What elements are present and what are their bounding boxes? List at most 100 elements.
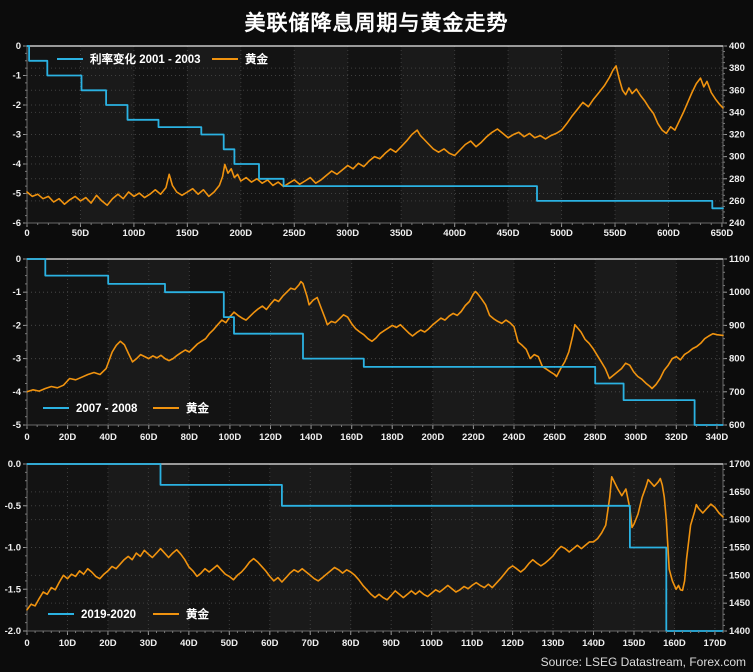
svg-text:-0.5: -0.5 — [5, 501, 22, 512]
legend-label-gold: 黄金 — [186, 607, 209, 621]
svg-text:120D: 120D — [259, 432, 282, 443]
svg-text:40D: 40D — [180, 638, 198, 649]
svg-text:10D: 10D — [59, 638, 77, 649]
svg-text:280: 280 — [729, 174, 745, 185]
svg-text:140D: 140D — [582, 638, 605, 649]
svg-text:80D: 80D — [181, 432, 199, 443]
svg-text:550D: 550D — [604, 228, 627, 239]
svg-text:160D: 160D — [663, 638, 686, 649]
svg-text:260: 260 — [729, 196, 745, 207]
legend-label-gold: 黄金 — [186, 401, 209, 415]
svg-text:360: 360 — [729, 85, 745, 96]
svg-text:-3: -3 — [13, 130, 21, 141]
svg-text:0: 0 — [24, 638, 29, 649]
svg-text:60D: 60D — [140, 432, 158, 443]
svg-text:300: 300 — [729, 152, 745, 163]
gold-price-line — [26, 280, 724, 393]
svg-text:400: 400 — [729, 41, 745, 52]
chart-svg-2001-2003: 0 50D 100D 150D 200D 250D 300D 350D 400D 450D 500D… — [13, 41, 745, 239]
svg-text:100D: 100D — [420, 638, 443, 649]
svg-text:400D: 400D — [443, 228, 466, 239]
svg-text:-5: -5 — [13, 420, 22, 431]
chart-panel-2019-2020: 0 10D 20D 30D 40D 50D 60D 70D 80D 90D 100D 110D 120D… — [0, 451, 753, 651]
axis-labels: 0 20D 40D 60D 80D 100D 120D 140D 160D 180D 200D 220… — [13, 254, 751, 443]
svg-text:-2.0: -2.0 — [5, 626, 21, 637]
svg-text:320: 320 — [729, 130, 745, 141]
svg-text:1400: 1400 — [729, 626, 750, 637]
svg-text:0: 0 — [16, 41, 21, 52]
svg-text:-4: -4 — [13, 159, 22, 170]
legend-label-rate: 利率变化 2001 - 2003 — [89, 52, 201, 66]
chart-svg-2019-2020: 0 10D 20D 30D 40D 50D 60D 70D 80D 90D 100D 110D 120D… — [5, 459, 751, 649]
svg-text:320D: 320D — [665, 432, 688, 443]
svg-text:240D: 240D — [503, 432, 526, 443]
gridlines — [27, 259, 723, 425]
svg-text:70D: 70D — [302, 638, 320, 649]
svg-text:1450: 1450 — [729, 598, 750, 609]
svg-text:150D: 150D — [176, 228, 199, 239]
svg-text:170D: 170D — [704, 638, 727, 649]
svg-text:800: 800 — [729, 354, 745, 365]
gridlines — [27, 464, 723, 631]
svg-text:350D: 350D — [390, 228, 413, 239]
svg-text:180D: 180D — [381, 432, 404, 443]
svg-text:-1.5: -1.5 — [5, 584, 22, 595]
svg-text:1500: 1500 — [729, 570, 750, 581]
svg-text:700: 700 — [729, 387, 745, 398]
legend: 利率变化 2001 - 2003 黄金 — [57, 52, 268, 66]
gold-price-line — [26, 65, 724, 207]
svg-text:220D: 220D — [462, 432, 485, 443]
legend: 2019-2020 黄金 — [48, 607, 209, 621]
svg-text:280D: 280D — [584, 432, 607, 443]
svg-text:160D: 160D — [340, 432, 363, 443]
svg-text:0: 0 — [24, 432, 29, 443]
page-title: 美联储降息周期与黄金走势 — [244, 12, 509, 35]
svg-text:90D: 90D — [382, 638, 400, 649]
svg-text:0: 0 — [16, 254, 21, 265]
svg-text:0: 0 — [24, 228, 29, 239]
gold-price-line — [26, 475, 724, 611]
svg-text:-5: -5 — [13, 189, 22, 200]
rate-change-line — [26, 258, 724, 426]
axis-labels: 0 50D 100D 150D 200D 250D 300D 350D 400D 450D 500D… — [13, 41, 745, 239]
svg-text:200D: 200D — [229, 228, 252, 239]
svg-text:600: 600 — [729, 420, 745, 431]
svg-text:200D: 200D — [421, 432, 444, 443]
svg-text:240: 240 — [729, 218, 745, 229]
svg-text:1600: 1600 — [729, 515, 750, 526]
chart-panel-2007-2008: 0 20D 40D 60D 80D 100D 120D 140D 160D 180D 200D 220… — [0, 246, 753, 451]
gridlines — [27, 46, 723, 223]
svg-text:1100: 1100 — [729, 254, 750, 265]
svg-text:-3: -3 — [13, 354, 21, 365]
svg-text:20D: 20D — [99, 638, 117, 649]
axis-ticks — [23, 463, 727, 635]
svg-text:50D: 50D — [72, 228, 90, 239]
chart-svg-2007-2008: 0 20D 40D 60D 80D 100D 120D 140D 160D 180D 200D 220… — [13, 254, 751, 443]
axis-ticks — [23, 45, 727, 227]
rate-change-line — [26, 45, 724, 210]
svg-text:-1.0: -1.0 — [5, 543, 21, 554]
svg-text:500D: 500D — [550, 228, 573, 239]
source-caption: Source: LSEG Datastream, Forex.com — [540, 655, 746, 669]
svg-text:-2: -2 — [13, 320, 21, 331]
svg-text:450D: 450D — [497, 228, 520, 239]
axis-ticks — [23, 258, 727, 429]
svg-text:80D: 80D — [342, 638, 360, 649]
legend-label-gold: 黄金 — [245, 52, 268, 66]
legend: 2007 - 2008 黄金 — [43, 401, 209, 415]
chart-panel-2001-2003: 0 50D 100D 150D 200D 250D 300D 350D 400D 450D 500D… — [0, 39, 753, 246]
svg-text:30D: 30D — [140, 638, 158, 649]
legend-label-rate: 2007 - 2008 — [76, 403, 138, 415]
svg-text:250D: 250D — [283, 228, 306, 239]
svg-text:600D: 600D — [657, 228, 680, 239]
svg-text:120D: 120D — [501, 638, 524, 649]
axis-labels: 0 10D 20D 30D 40D 50D 60D 70D 80D 90D 100D 110D 120D… — [5, 459, 751, 649]
svg-text:260D: 260D — [543, 432, 566, 443]
svg-text:110D: 110D — [461, 638, 483, 649]
svg-text:340: 340 — [729, 107, 745, 118]
svg-text:100D: 100D — [219, 432, 242, 443]
svg-text:20D: 20D — [59, 432, 77, 443]
svg-text:300D: 300D — [336, 228, 359, 239]
svg-text:40D: 40D — [99, 432, 117, 443]
